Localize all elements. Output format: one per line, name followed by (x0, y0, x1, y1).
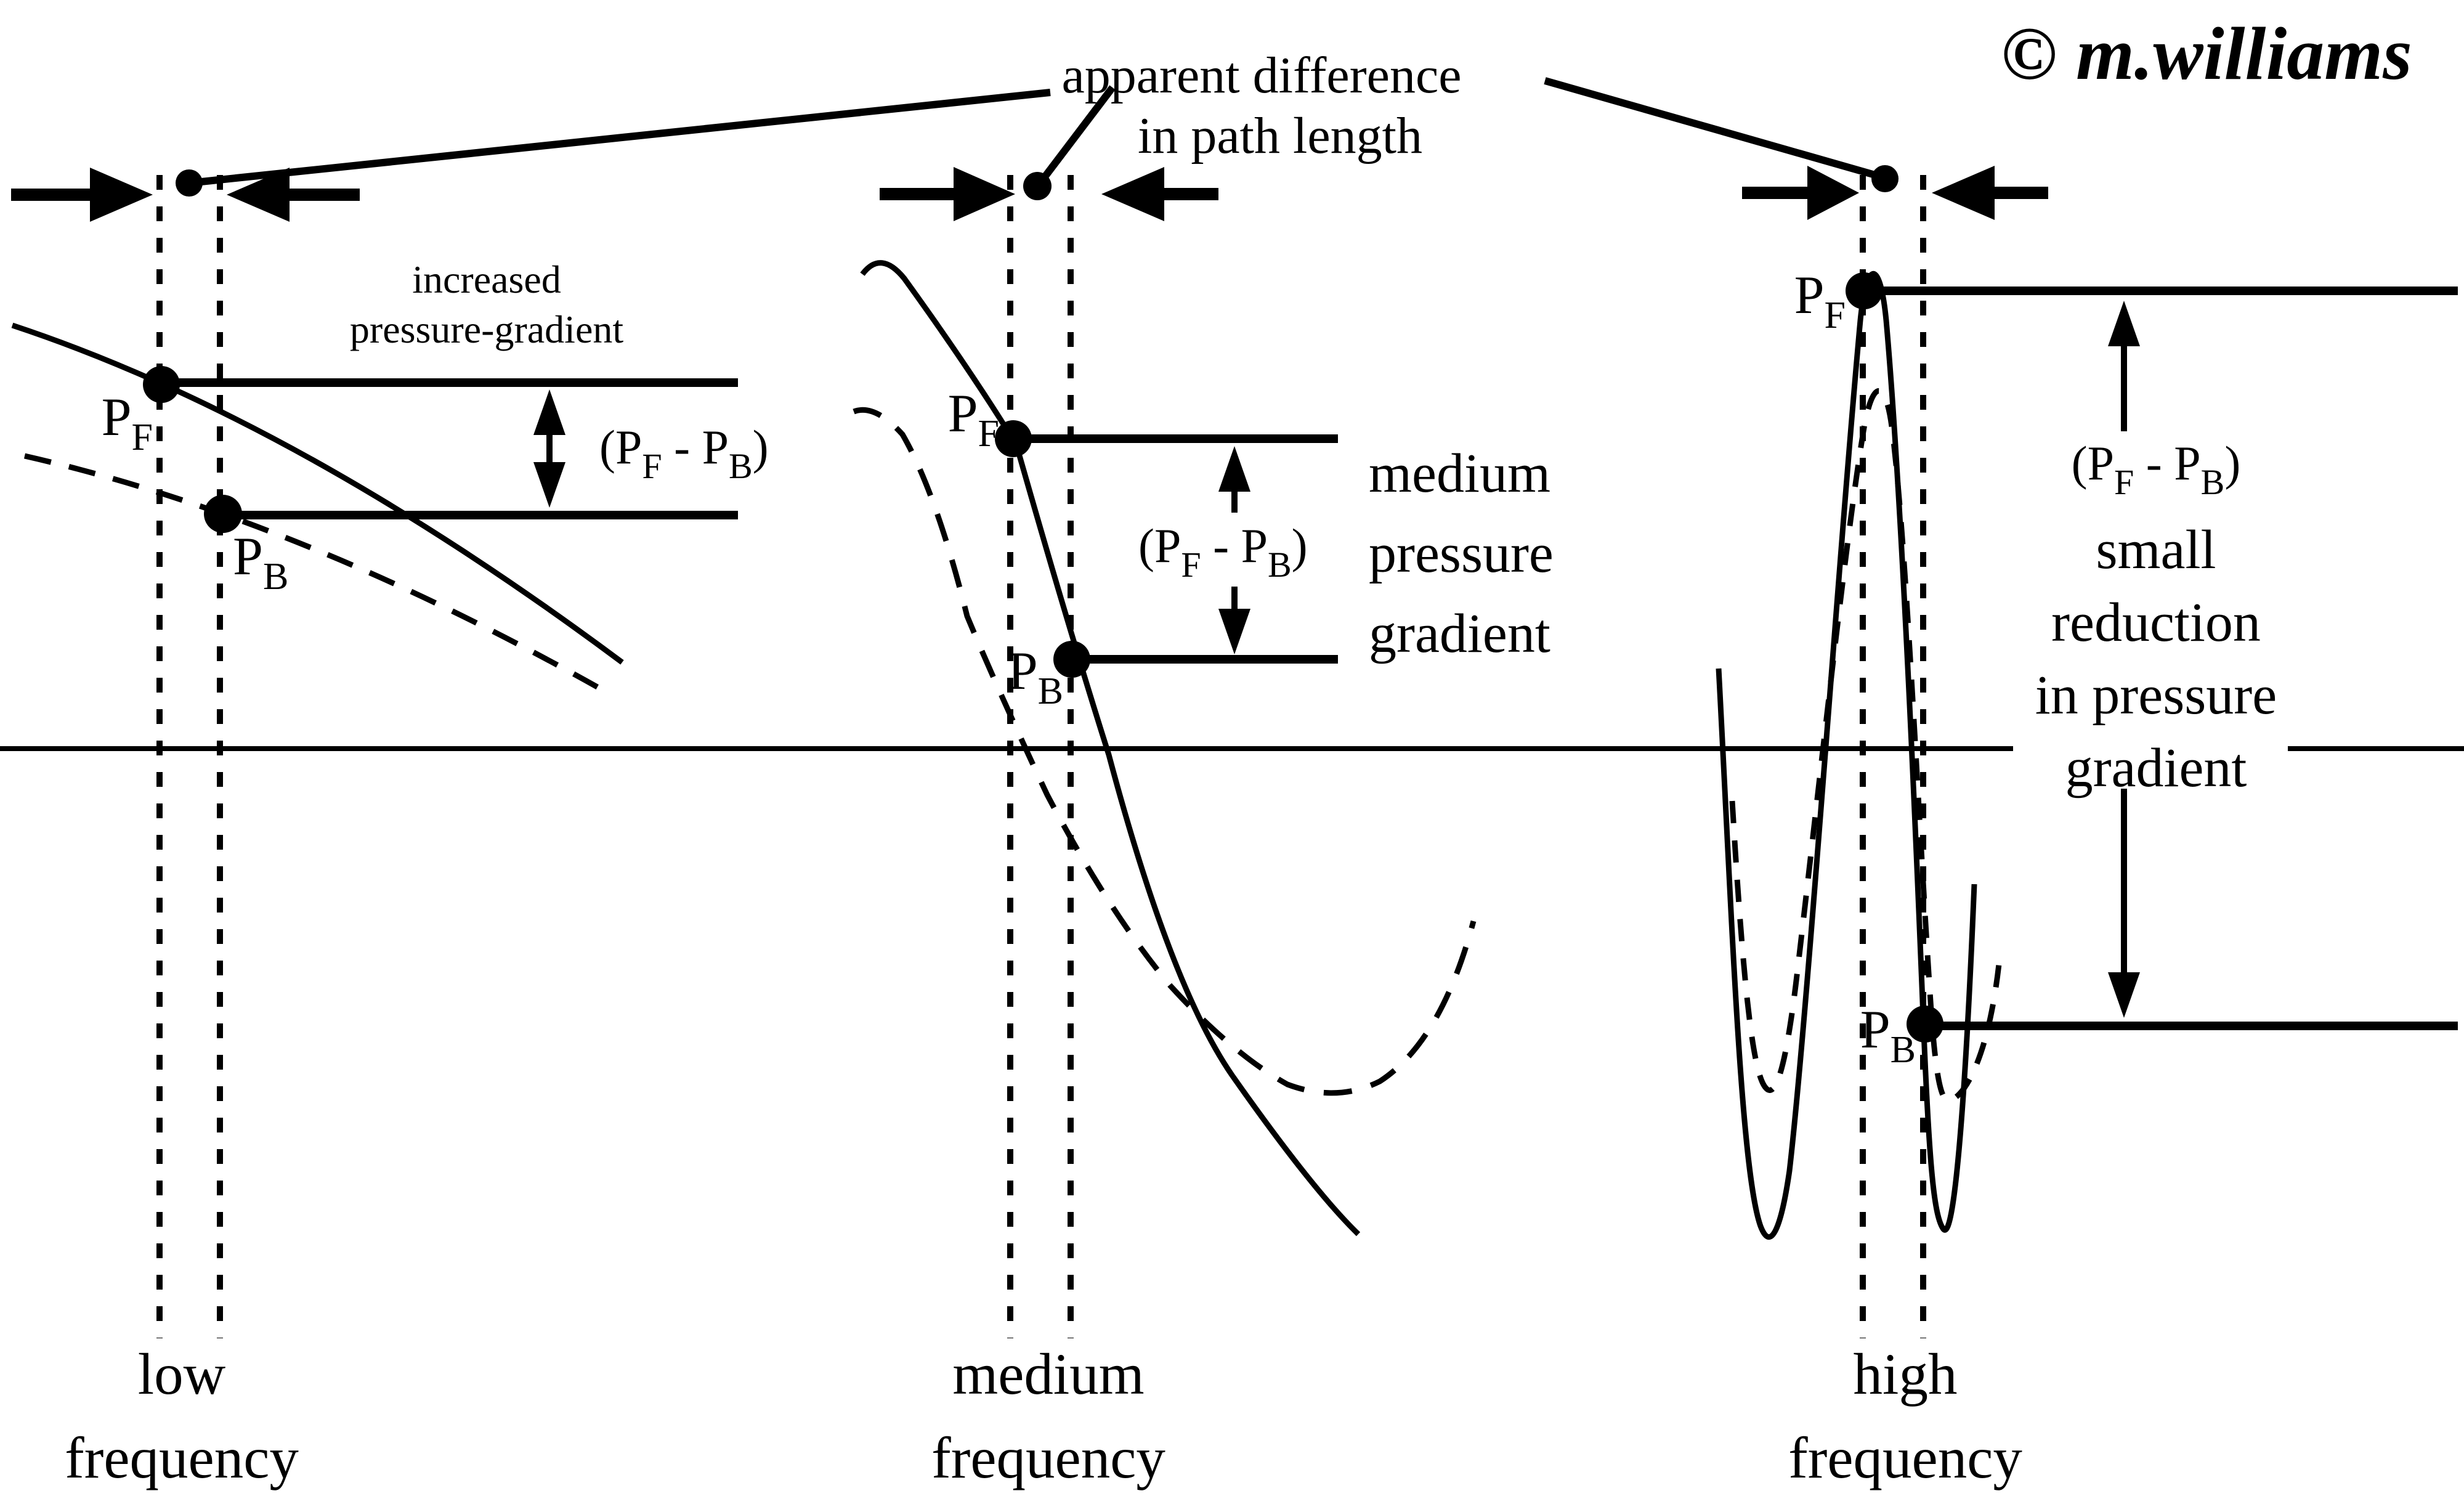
high-back-wave-curve-dashed (1729, 388, 2002, 1104)
leader-line-high (1544, 77, 1885, 181)
low-pb-label: PB (233, 527, 288, 598)
low-pf-label: PF (102, 388, 153, 458)
low-gradient-arrow-up-head-icon (533, 389, 565, 435)
medium-gradient-note-line3: gradient (1369, 603, 1550, 664)
medium-gradient-note-line2: pressure (1369, 523, 1554, 584)
high-frequency-panel: PF PB (PF - PB) small reduction in press… (1716, 266, 2458, 1490)
low-gradient-arrow-down-head-icon (533, 462, 565, 508)
leader-line-low (188, 89, 1051, 187)
low-pressure-difference-label: (PF - PB) (599, 420, 769, 486)
high-frequency-label-line2: frequency (1788, 1425, 2022, 1490)
low-frequency-label-line1: low (138, 1341, 226, 1407)
medium-gradient-arrow-down-head-icon (1218, 609, 1250, 654)
medium-gradient-note-line1: medium (1369, 443, 1550, 504)
high-gradient-note-line1: small (2096, 519, 2216, 580)
medium-gap-arrows (880, 167, 1218, 221)
high-gradient-note-line3: in pressure (2035, 665, 2277, 726)
high-gradient-note-line4: gradient (2065, 738, 2247, 799)
high-gap-arrow-left-head-icon (1807, 166, 1859, 220)
high-gradient-note-line2: reduction (2051, 592, 2261, 653)
low-gap-arrow-right-head-icon (227, 168, 290, 222)
low-front-wave-curve (11, 322, 624, 665)
low-gradient-note-line1: increased (412, 258, 561, 301)
low-gap-arrows (11, 168, 360, 222)
high-gap-arrow-right-head-icon (1932, 166, 1995, 220)
high-pf-label: PF (1794, 266, 1846, 336)
high-pb-point (1907, 1006, 1943, 1043)
medium-pb-label: PB (1008, 641, 1063, 712)
high-frequency-label-line1: high (1854, 1341, 1958, 1407)
medium-gap-arrow-right-head-icon (1101, 167, 1164, 221)
leader-dot-high (1871, 165, 1899, 192)
leader-dot-low (176, 169, 203, 197)
high-gap-arrows (1742, 166, 2048, 220)
medium-frequency-panel: PF PB (PF - PB) medium pressure gradient… (853, 260, 1554, 1490)
medium-pressure-difference-label: (PF - PB) (1138, 519, 1308, 585)
medium-frequency-label-line1: medium (952, 1341, 1144, 1407)
medium-back-wave-curve-dashed (853, 407, 1477, 1096)
low-gradient-arrow (533, 389, 565, 508)
high-pb-label: PB (1860, 1000, 1916, 1071)
high-pressure-difference-label: (PF - PB) (2072, 436, 2241, 502)
low-gap-arrow-left-head-icon (90, 168, 153, 222)
copyright-signature: © m.williams (2001, 12, 2412, 96)
high-pf-point (1846, 272, 1882, 309)
low-frequency-label-line2: frequency (65, 1425, 299, 1490)
leader-dot-medium (1023, 172, 1052, 200)
low-frequency-panel: PF PB (PF - PB) increased pressure-gradi… (11, 258, 769, 1490)
low-pb-point (204, 495, 242, 533)
annotation-line2: in path length (1138, 107, 1422, 165)
medium-front-wave-curve (860, 260, 1361, 1237)
medium-gradient-arrow (1218, 446, 1250, 654)
medium-pf-point (995, 420, 1032, 457)
medium-pf-label: PF (948, 384, 999, 455)
medium-frequency-label-line2: frequency (931, 1425, 1165, 1490)
low-pf-point (143, 366, 180, 403)
annotation-line1: apparent difference (1061, 47, 1461, 104)
low-back-wave-curve-dashed (24, 453, 602, 691)
high-gradient-arrow-down-head-icon (2108, 972, 2140, 1018)
low-gradient-note-line2: pressure-gradient (350, 307, 623, 351)
medium-gradient-arrow-up-head-icon (1218, 446, 1250, 492)
high-gradient-arrow (2108, 301, 2140, 1018)
leader-line-medium (1038, 85, 1116, 184)
high-front-wave-curve (1716, 270, 1977, 1240)
high-gradient-arrow-up-head-icon (2108, 301, 2140, 346)
medium-pb-point (1053, 641, 1090, 678)
medium-gap-arrow-left-head-icon (954, 167, 1015, 221)
